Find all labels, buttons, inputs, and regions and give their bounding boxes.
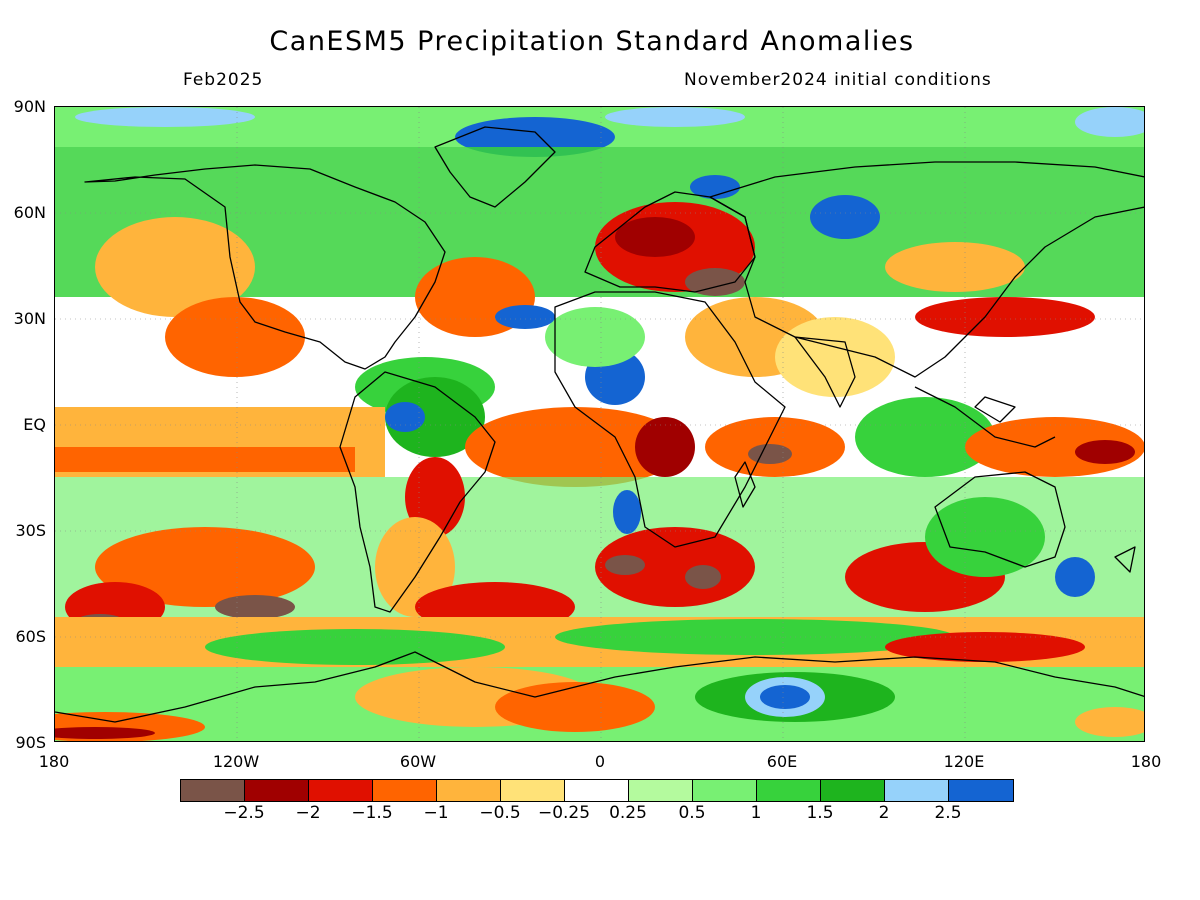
- colorbar-swatch: [309, 780, 373, 801]
- colorbar-swatch: [373, 780, 437, 801]
- colorbar-swatch: [885, 780, 949, 801]
- lat-label-90s: 90S: [15, 733, 46, 752]
- lon-label-120e: 120E: [943, 752, 985, 771]
- map-svg: [55, 107, 1144, 741]
- colorbar-label: −0.25: [537, 803, 591, 823]
- initial-conditions-label: November2024 initial conditions: [684, 70, 992, 90]
- anomaly-field: [55, 107, 1144, 741]
- lon-label-0: 0: [594, 752, 606, 771]
- colorbar-label: 2: [878, 803, 890, 823]
- graticule: [55, 107, 1144, 741]
- lon-label-60e: 60E: [766, 752, 798, 771]
- lon-label-60w: 60W: [399, 752, 437, 771]
- colorbar-label: −1.5: [351, 803, 393, 823]
- colorbar-swatch: [693, 780, 757, 801]
- colorbar-swatch: [629, 780, 693, 801]
- colorbar-swatch: [501, 780, 565, 801]
- colorbar-swatch: [437, 780, 501, 801]
- colorbar-swatch: [565, 780, 629, 801]
- colorbar-swatch: [757, 780, 821, 801]
- lat-label-eq: EQ: [23, 415, 46, 434]
- colorbar-label: 0.5: [678, 803, 706, 823]
- colorbar-label: 1: [750, 803, 762, 823]
- precipitation-anomaly-map: [54, 106, 1145, 742]
- lat-label-90n: 90N: [13, 97, 46, 116]
- colorbar-label: −1: [423, 803, 449, 823]
- colorbar-swatch: [821, 780, 885, 801]
- colorbar-label: 2.5: [934, 803, 962, 823]
- lon-label-120w: 120W: [212, 752, 260, 771]
- lat-label-60s: 60S: [15, 627, 46, 646]
- coastlines: [55, 126, 1144, 723]
- colorbar-label: 0.25: [609, 803, 647, 823]
- colorbar: [180, 779, 1014, 802]
- map-title: CanESM5 Precipitation Standard Anomalies: [269, 26, 915, 57]
- lat-label-30s: 30S: [15, 521, 46, 540]
- colorbar-label: 1.5: [806, 803, 834, 823]
- valid-month-label: Feb2025: [183, 70, 264, 90]
- lat-label-30n: 30N: [13, 309, 46, 328]
- colorbar-label: −2: [295, 803, 321, 823]
- colorbar-label: −2.5: [223, 803, 265, 823]
- colorbar-swatch: [181, 780, 245, 801]
- lat-label-60n: 60N: [13, 203, 46, 222]
- lon-label-180-left: 180: [38, 752, 70, 771]
- colorbar-swatch: [245, 780, 309, 801]
- colorbar-swatch: [949, 780, 1013, 801]
- lon-label-180-right: 180: [1130, 752, 1162, 771]
- colorbar-label: −0.5: [479, 803, 521, 823]
